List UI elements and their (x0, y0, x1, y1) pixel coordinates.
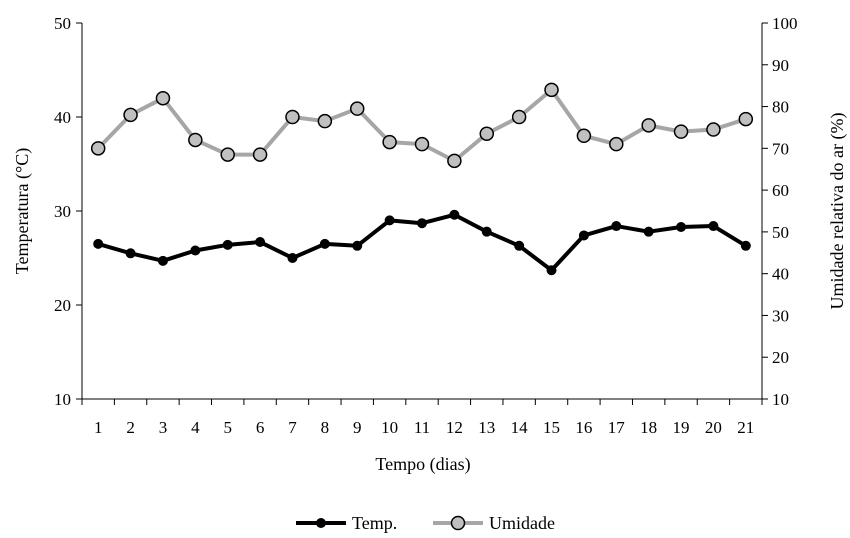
temp-point (481, 226, 492, 237)
temp-point (287, 253, 298, 263)
temp-point (255, 237, 266, 248)
umidade-point (252, 147, 268, 162)
temp-point (222, 239, 233, 250)
umidade-point (414, 136, 430, 152)
legend-item-temp: Temp. (296, 513, 397, 533)
umidade-point (123, 107, 138, 123)
umidade-point (285, 109, 300, 125)
x-tick-label: 10 (381, 418, 398, 437)
umidade-point (220, 147, 235, 162)
umidade-point (609, 136, 624, 152)
x-axis: 1 2 3 4 5 6 7 8 9 10 11 12 13 14 15 16 17 18 19 20 21 (81, 398, 763, 437)
temp-point (352, 240, 363, 251)
legend-umidade-marker (450, 515, 466, 531)
x-tick-label: 8 (321, 418, 330, 437)
x-tick-label: 9 (353, 418, 362, 437)
x-tick-label: 18 (640, 418, 657, 437)
legend-item-umidade: Umidade (433, 513, 555, 533)
x-tick-label: 13 (478, 418, 495, 437)
umidade-point (706, 122, 721, 137)
left-tick-label: 50 (54, 14, 71, 33)
temp-point (643, 226, 654, 237)
x-tick-label: 15 (543, 418, 560, 437)
x-tick-label: 3 (159, 418, 168, 437)
x-tick-label: 11 (414, 418, 430, 437)
umidade-point (317, 113, 333, 129)
temp-point (157, 255, 168, 266)
umidade-point (447, 153, 462, 169)
x-tick-label: 12 (446, 418, 463, 437)
right-tick-label: 30 (772, 306, 789, 325)
legend: Temp. Umidade (296, 513, 555, 533)
temp-point (319, 238, 330, 249)
umidade-point (576, 128, 592, 144)
x-tick-label: 20 (705, 418, 722, 437)
umidade-point (673, 124, 689, 139)
legend-umidade-label: Umidade (489, 513, 555, 533)
x-tick-label: 21 (737, 418, 754, 437)
right-tick-label: 40 (772, 265, 789, 284)
temp-point (449, 209, 460, 220)
umidade-point (90, 141, 106, 156)
x-tick-label: 5 (223, 418, 232, 437)
right-tick-label: 70 (772, 139, 789, 158)
x-tick-label: 6 (256, 418, 265, 437)
legend-temp-marker (316, 518, 326, 528)
temp-point (514, 240, 525, 251)
umidade-point (155, 90, 171, 106)
left-tick-label: 10 (54, 390, 71, 409)
left-y-axis-title: Temperatura (°C) (12, 148, 33, 274)
temp-point (740, 240, 751, 251)
x-tick-label: 17 (608, 418, 626, 437)
temp-point (417, 218, 427, 229)
right-tick-label: 90 (772, 56, 789, 75)
umidade-point (479, 126, 495, 141)
legend-temp-label: Temp. (352, 513, 397, 533)
umidade-point (349, 101, 365, 116)
temp-point (125, 248, 136, 259)
x-tick-label: 4 (191, 418, 200, 437)
left-tick-label: 20 (54, 296, 71, 315)
umidade-point (738, 111, 754, 127)
umidade-point (641, 118, 656, 133)
right-tick-label: 10 (772, 390, 789, 409)
umidade-point (511, 109, 527, 125)
right-y-axis-title: Umidade relativa do ar (%) (827, 113, 848, 310)
temp-point (190, 245, 201, 256)
temp-point (578, 230, 589, 241)
x-tick-label: 16 (575, 418, 592, 437)
x-tick-label: 7 (288, 418, 297, 437)
x-tick-label: 1 (94, 418, 103, 437)
series-layer (90, 82, 754, 276)
right-tick-label: 100 (772, 14, 798, 33)
right-tick-label: 20 (772, 348, 789, 367)
temp-point (546, 265, 557, 276)
temp-point (708, 221, 719, 232)
temp-point (676, 221, 687, 232)
right-tick-label: 60 (772, 181, 789, 200)
temp-point (611, 221, 622, 232)
temp-point (384, 215, 395, 226)
x-tick-label: 14 (511, 418, 529, 437)
right-tick-label: 80 (772, 98, 789, 117)
x-tick-label: 2 (126, 418, 135, 437)
x-axis-title: Tempo (dias) (375, 454, 470, 475)
umidade-point (382, 134, 397, 150)
right-tick-label: 50 (772, 223, 789, 242)
x-tick-label: 19 (673, 418, 690, 437)
left-tick-label: 30 (54, 202, 71, 221)
left-tick-label: 40 (54, 108, 71, 127)
left-y-axis: 10 20 30 40 50 (54, 14, 83, 409)
temp-point (93, 238, 104, 249)
umidade-point (544, 82, 559, 98)
right-y-axis: 10 20 30 40 50 60 70 80 90 100 (761, 14, 798, 409)
umidade-point (188, 132, 203, 148)
